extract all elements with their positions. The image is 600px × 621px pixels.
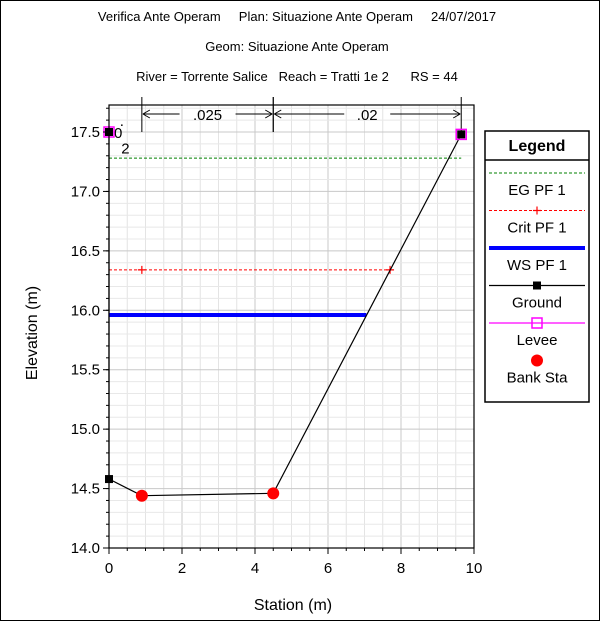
bank-station-point [135,489,148,502]
x-tick-label: 8 [397,560,405,577]
x-tick-label: 6 [324,560,332,577]
crit-marker [137,265,146,274]
legend: Legend EG PF 1 Crit PF 1 WS PF 1 Ground Levee… [484,130,590,403]
y-tick-label: 16.0 [71,302,100,319]
bank-station-point [267,487,280,500]
roughness-arrowhead [274,109,282,119]
roughness-label: .02 [357,107,378,124]
legend-entry-label: WS PF 1 [507,257,567,274]
legend-entry-label: Ground [512,295,562,312]
y-tick-label: 14.0 [71,540,100,557]
header-line-1: Verifica Ante Operam Plan: Situazione An… [98,9,496,24]
legend-swatch-marker [531,317,543,329]
legend-swatch-marker [533,206,541,215]
x-tick-label: 4 [251,560,259,577]
header-line-3: River = Torrente Salice Reach = Tratti 1… [136,69,458,84]
legend-swatch-marker [533,281,541,290]
annotation-label: 0 [114,125,122,142]
annotations: .025 .02 02. [114,97,462,157]
annotation-label: . [120,113,124,130]
x-tick-label: 10 [466,560,483,577]
levee-marker [455,128,467,141]
roughness-arrowhead [142,109,151,119]
legend-swatch-marker [531,354,543,367]
x-tick-label: 0 [105,560,113,577]
y-tick-label: 14.5 [71,481,100,498]
grid [108,105,475,549]
legend-entry-label: EG PF 1 [508,182,566,199]
legend-entry-label: Crit PF 1 [507,220,566,237]
legend-entry-label: Bank Sta [507,370,569,387]
y-tick-label: 15.5 [71,362,100,379]
header-line-2: Geom: Situazione Ante Operam [205,39,389,54]
roughness-arrowhead [452,109,461,119]
ground-marker [457,130,466,139]
roughness-label: .025 [193,107,222,124]
roughness-arrowhead [265,109,273,119]
y-axis-label: Elevation (m) [24,286,41,380]
y-tick-label: 16.5 [71,243,100,260]
series [103,126,467,502]
y-tick-label: 15.0 [71,421,100,438]
annotation-label: 2 [121,140,129,157]
y-tick-label: 17.0 [71,183,100,200]
y-tick-label: 17.5 [71,124,100,141]
legend-entry-label: Levee [517,332,558,349]
x-tick-label: 2 [178,560,186,577]
legend-title: Legend [509,138,566,155]
x-axis-label: Station (m) [254,597,332,614]
